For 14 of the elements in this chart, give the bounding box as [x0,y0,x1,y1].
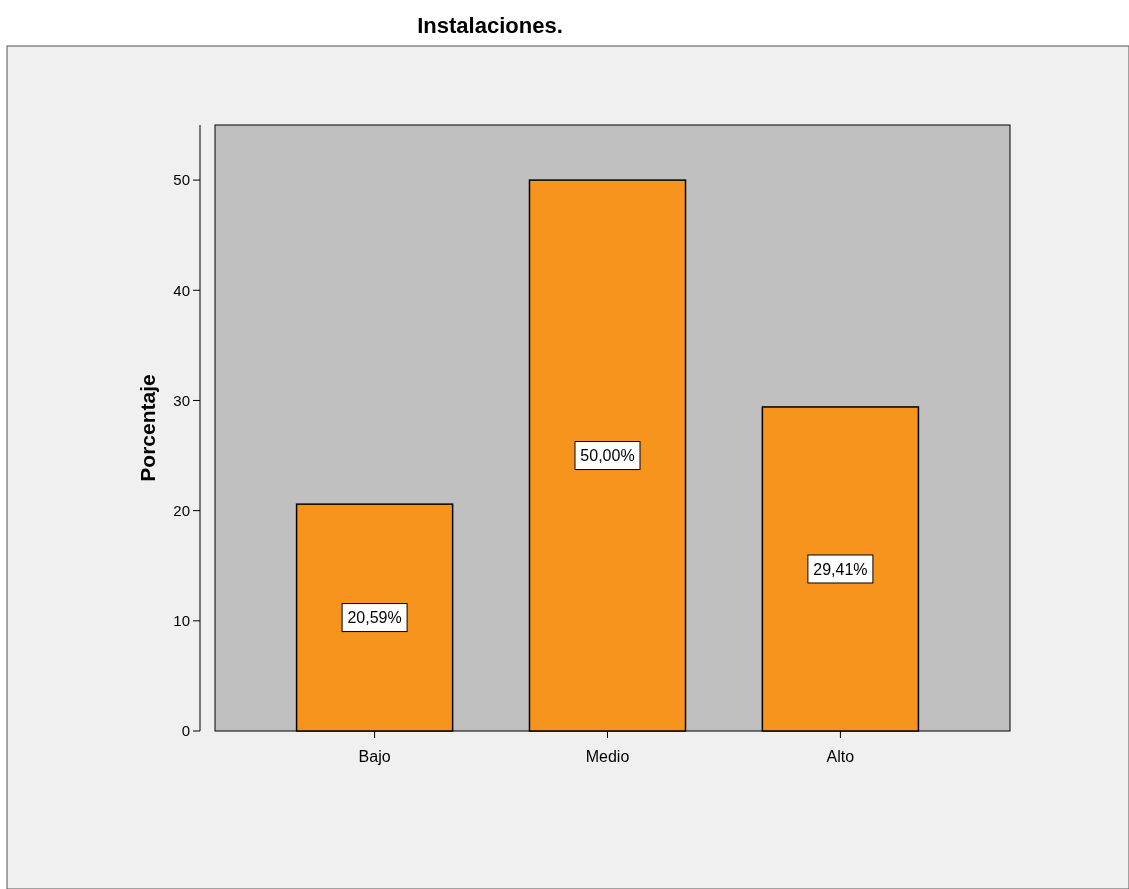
y-tick-label: 0 [181,722,190,740]
y-tick-label: 50 [173,171,190,189]
y-tick-label: 40 [173,281,190,299]
y-tick-label: 30 [173,391,190,409]
chart-title: Instalaciones. [417,13,563,38]
y-axis-title: Porcentaje [136,374,159,482]
y-tick-label: 10 [173,612,190,630]
data-label: 50,00% [580,447,635,465]
x-tick-label: Alto [826,748,855,765]
data-label: 29,41% [813,560,868,578]
x-tick-label: Medio [585,748,630,765]
y-tick-label: 20 [173,501,190,519]
x-tick-label: Bajo [358,748,391,765]
data-label: 20,59% [347,609,402,627]
